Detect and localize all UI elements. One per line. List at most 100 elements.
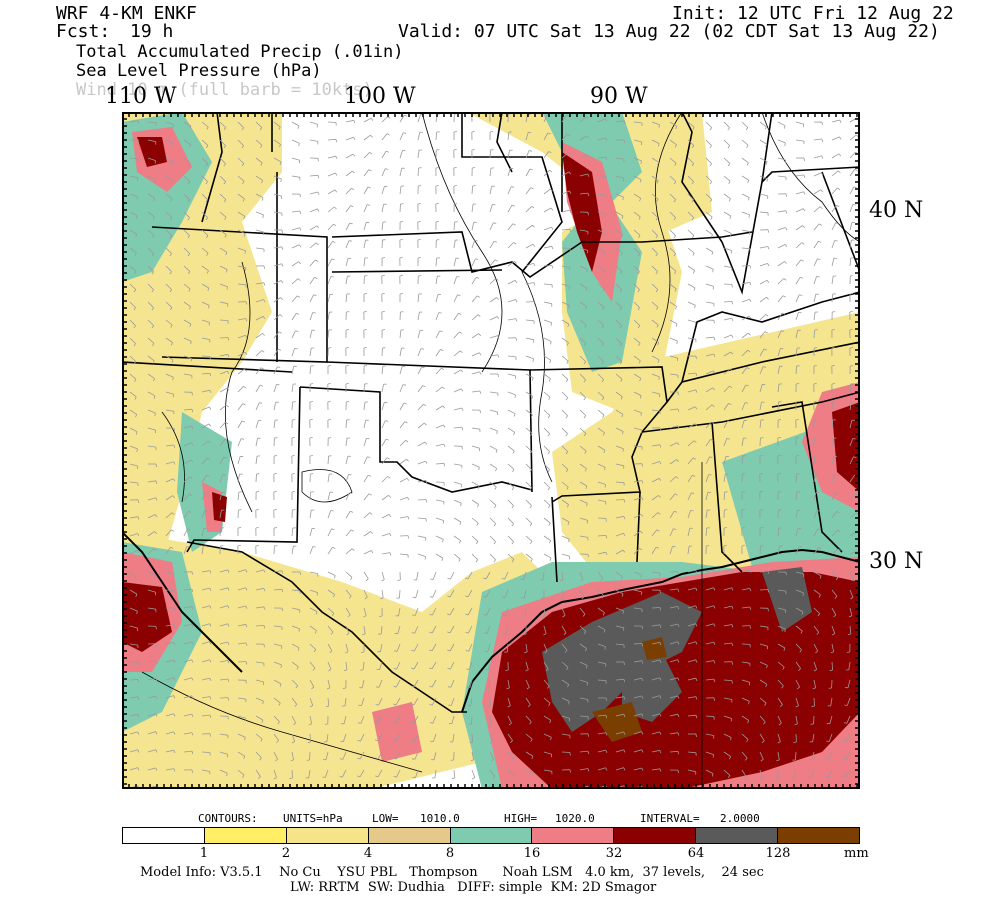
wind-barb-flag [783,278,787,281]
wind-barb-flag [525,669,529,672]
wind-barb-flag [226,286,228,290]
wind-barb [431,625,437,634]
wind-barb [795,348,798,357]
wind-barb [651,624,660,627]
wind-barb [219,229,227,236]
wind-barb-flag [657,359,660,363]
wind-barb [327,223,334,231]
wind-barb-flag [386,457,390,460]
wind-barb-flag [385,438,389,441]
wind-barb-flag [747,180,750,184]
wind-barb [489,715,492,724]
wind-barb-flag [170,198,173,202]
wind-barb [827,769,833,778]
wind-barb [687,265,695,271]
wind-barb [165,157,174,163]
wind-barb-flag [587,750,590,755]
wind-barb-flag [389,552,392,556]
wind-barb-flag [512,450,515,454]
wind-barb [633,530,641,537]
wind-barb-flag [831,383,835,385]
wind-barb [525,187,532,195]
wind-barb [759,643,768,647]
wind-barb-flag [399,257,403,259]
wind-barb [579,715,589,717]
wind-barb-flag [641,497,644,501]
wind-barb-flag [659,750,662,754]
wind-barb [795,510,798,519]
wind-barb [723,157,731,164]
wind-barb [777,589,786,592]
wind-barb [417,553,426,557]
wind-barb [507,535,514,542]
wind-barb [615,319,622,326]
wind-barb-flag [766,178,768,182]
wind-barb [273,570,282,573]
wind-barb [561,679,569,685]
wind-barb [273,715,280,723]
wind-barb [615,265,623,272]
wind-barb-flag [205,235,209,239]
wind-barb-flag [189,476,193,480]
wind-barb [435,367,442,375]
wind-barb-flag [547,451,550,455]
wind-barb [399,348,402,357]
wind-barb-flag [638,235,641,239]
wind-barb [813,294,817,303]
wind-barb-flag [565,433,568,437]
wind-barb-flag [478,352,482,356]
wind-barb-flag [281,263,284,267]
wind-barb-flag [385,150,390,153]
wind-barb-flag [435,167,439,169]
wind-barb [759,570,768,573]
wind-barb-flag [585,648,587,652]
wind-barb-flag [155,643,158,647]
wind-barb-flag [673,217,676,221]
wind-barb-flag [659,624,662,628]
wind-barb [561,171,570,177]
wind-barb [651,157,660,163]
wind-barb-flag [761,740,765,744]
wind-barb-flag [566,667,569,671]
wind-barb-flag [530,541,533,545]
wind-barb-flag [605,535,608,539]
wind-barb [687,475,693,483]
wind-barb [449,643,455,652]
wind-barb-flag [695,623,698,627]
wind-barb [651,391,660,395]
wind-barb-flag [530,738,533,742]
wind-barb [237,751,246,757]
wind-barb [669,713,678,717]
wind-barb [453,463,462,466]
wind-barb-flag [479,390,482,394]
wind-barb [273,384,277,393]
wind-barb [561,481,569,488]
wind-barb [325,751,329,760]
wind-barb-flag [375,704,379,706]
wind-barb [741,247,751,250]
wind-barb-flag [496,430,498,434]
wind-barb-flag [785,193,787,197]
wind-barb-flag [727,127,730,131]
wind-barb [453,369,462,375]
wind-barb [831,240,836,249]
wind-barb-flag [566,504,569,508]
wind-barb-flag [465,613,469,616]
wind-barb-flag [784,142,786,146]
wind-barb-flag [694,423,698,427]
wind-barb [147,607,156,610]
wind-barb [165,193,173,200]
wind-barb [561,499,569,505]
wind-barb-flag [478,333,481,337]
wind-barb [561,643,568,651]
wind-barb [129,211,138,216]
lon-label-100w: 100 W [344,84,416,109]
wind-barb-flag [262,214,264,218]
wind-barb [741,751,748,759]
wind-barb [633,695,642,699]
wind-barb [651,749,660,753]
wind-barb [507,204,513,213]
wind-barb [453,313,459,321]
wind-barb-flag [134,576,137,580]
wind-barb-flag [548,505,551,509]
